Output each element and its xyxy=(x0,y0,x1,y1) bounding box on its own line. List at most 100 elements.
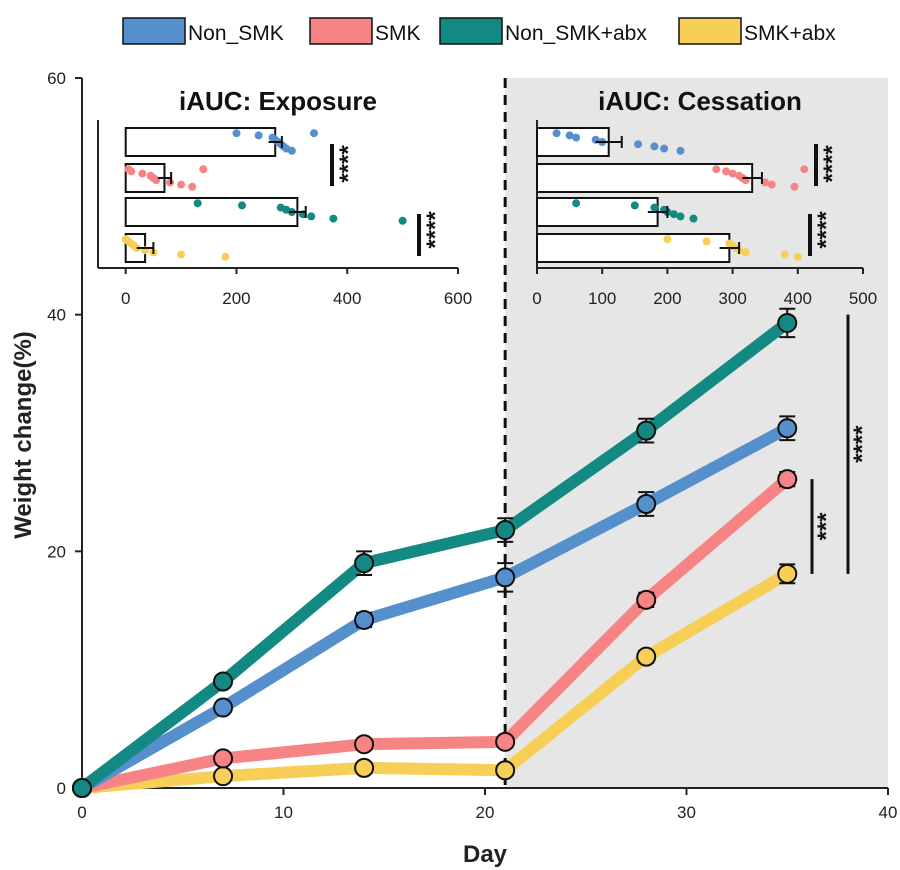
inset-point-smk-abx xyxy=(702,237,711,246)
x-tick-label: 0 xyxy=(77,803,86,822)
inset-point-non-smk xyxy=(660,144,669,153)
inset-point-non-smk-abx xyxy=(238,201,246,210)
series-layer xyxy=(72,307,798,798)
inset-x-tick-label: 200 xyxy=(222,289,250,308)
inset-point-non-smk-abx xyxy=(572,199,581,208)
data-point-smk-abx xyxy=(777,563,798,584)
y-tick-label: 40 xyxy=(47,306,66,325)
legend-label-non-smk-abx: Non_SMK+abx xyxy=(505,22,647,45)
legend-label-non-smk: Non_SMK xyxy=(188,22,284,45)
series-line-smk xyxy=(76,473,794,794)
inset-point-smk-abx xyxy=(780,250,789,259)
main-significance: ******* xyxy=(810,314,876,574)
inset-point-smk-abx xyxy=(741,248,750,257)
inset-exposure: iAUC: Exposure 0 200 400 600 **** **** xyxy=(97,86,472,308)
inset-x-tick-label: 100 xyxy=(588,289,616,308)
data-point-smk xyxy=(213,748,234,769)
inset-x-tick-label: 0 xyxy=(121,289,130,308)
inset-point-non-smk xyxy=(676,146,685,155)
significance-label: **** xyxy=(849,425,876,463)
inset-point-non-smk xyxy=(552,129,561,138)
data-point-smk xyxy=(495,731,516,752)
inset-point-smk xyxy=(722,167,731,176)
data-point-non-smk xyxy=(354,609,375,630)
data-point-smk xyxy=(777,469,798,490)
inset-significance-label: **** xyxy=(335,145,362,183)
inset-point-smk xyxy=(728,169,737,178)
inset-bar-non-smk-abx xyxy=(536,197,659,227)
data-point-smk xyxy=(354,734,375,755)
inset-point-smk xyxy=(127,167,136,176)
legend: Non_SMK SMK Non_SMK+abx SMK+abx xyxy=(122,17,836,45)
y-tick-label: 20 xyxy=(47,542,66,561)
inset-point-non-smk xyxy=(310,129,318,138)
inset-exposure-title: iAUC: Exposure xyxy=(179,86,377,116)
inset-point-non-smk xyxy=(565,131,574,140)
inset-point-smk xyxy=(800,165,809,174)
inset-cessation-title: iAUC: Cessation xyxy=(598,86,802,116)
data-point-non-smk xyxy=(213,697,234,718)
legend-swatch-non-smk xyxy=(122,17,186,45)
inset-point-non-smk xyxy=(287,146,296,155)
y-tick-label: 60 xyxy=(47,69,66,88)
inset-point-non-smk-abx xyxy=(193,199,202,208)
inset-cessation: iAUC: Cessation 0 100 200 300 400 500 **** **** xyxy=(532,86,877,308)
inset-point-non-smk-abx xyxy=(630,201,639,210)
series-line-non-smk-abx xyxy=(76,316,794,794)
inset-point-non-smk xyxy=(254,131,263,140)
inset-point-non-smk-abx xyxy=(307,212,316,221)
inset-point-smk xyxy=(177,180,186,189)
inset-x-tick-label: 300 xyxy=(718,289,746,308)
inset-point-smk-abx xyxy=(793,252,802,261)
x-axis-label: Day xyxy=(463,841,508,868)
data-point-non-smk-abx xyxy=(495,520,516,541)
inset-point-non-smk-abx xyxy=(329,214,338,223)
inset-significance-label: **** xyxy=(422,211,449,249)
inset-x-tick-label: 500 xyxy=(849,289,877,308)
data-point-non-smk-abx xyxy=(636,420,657,441)
inset-point-non-smk xyxy=(650,142,659,151)
data-point-smk-abx xyxy=(213,766,234,787)
data-point-non-smk-abx xyxy=(777,312,798,333)
legend-swatch-smk-abx xyxy=(678,17,742,45)
inset-point-smk xyxy=(188,182,197,191)
inset-x-tick-label: 0 xyxy=(532,289,541,308)
inset-x-tick-label: 600 xyxy=(444,289,472,308)
inset-point-smk xyxy=(790,182,799,191)
inset-point-non-smk-abx xyxy=(650,203,659,212)
data-point-smk-abx xyxy=(495,760,516,781)
inset-point-smk xyxy=(767,180,776,189)
data-point-smk xyxy=(636,589,657,610)
data-point-smk-abx xyxy=(636,646,657,667)
inset-bar-non-smk xyxy=(124,127,277,157)
inset-point-smk-abx xyxy=(177,250,186,259)
inset-point-smk-abx xyxy=(221,252,230,261)
inset-bar-smk-abx xyxy=(536,233,731,263)
data-point-non-smk-abx xyxy=(354,553,375,574)
watermark-text: 知乎 @slandarer xyxy=(672,816,866,846)
y-axis-label: Weight change(%) xyxy=(10,331,37,539)
inset-point-smk xyxy=(712,165,721,174)
inset-x-tick-label: 400 xyxy=(784,289,812,308)
inset-bar-non-smk-abx xyxy=(124,197,299,227)
data-point-non-smk xyxy=(495,567,516,588)
inset-significance-label: **** xyxy=(819,145,846,183)
inset-point-smk xyxy=(761,178,770,187)
significance-label: *** xyxy=(813,512,840,541)
inset-point-smk xyxy=(138,169,147,178)
inset-point-smk-abx xyxy=(663,235,672,244)
data-point-non-smk xyxy=(777,418,798,439)
legend-swatch-smk xyxy=(309,17,373,45)
x-tick-label: 20 xyxy=(476,803,495,822)
series-line-non-smk xyxy=(76,422,794,794)
inset-point-non-smk-abx xyxy=(689,214,698,223)
legend-swatch-non-smk-abx xyxy=(439,17,503,45)
x-tick-label: 40 xyxy=(879,803,898,822)
x-tick-label: 30 xyxy=(677,803,696,822)
data-point-smk-abx xyxy=(354,757,375,778)
x-tick-label: 10 xyxy=(274,803,293,822)
inset-point-smk xyxy=(199,165,208,174)
inset-point-non-smk xyxy=(232,129,241,138)
